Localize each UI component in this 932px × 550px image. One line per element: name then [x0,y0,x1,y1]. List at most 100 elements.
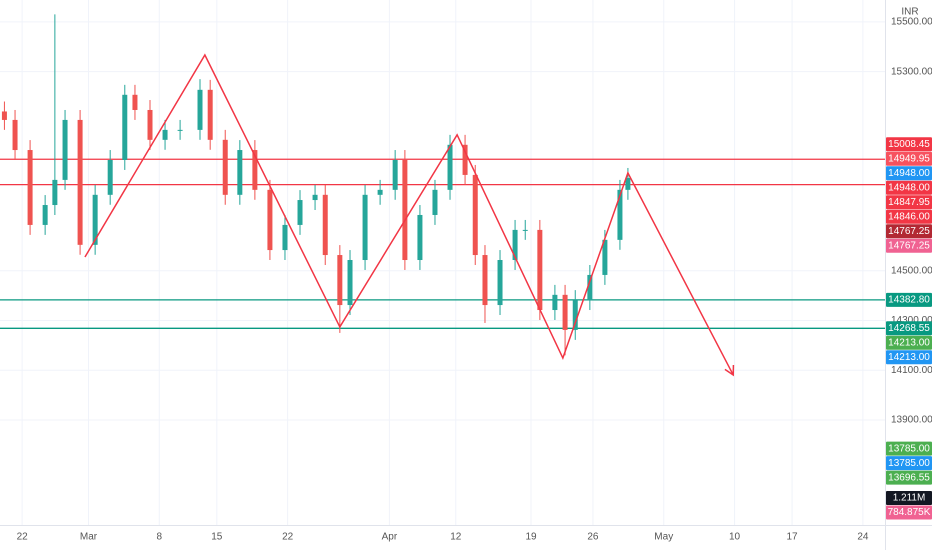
x-tick-label: May [654,532,673,543]
x-tick-label: 19 [525,532,537,543]
price-label: 14847.95 [888,197,930,208]
candle-body [107,159,113,195]
price-label: 13785.00 [888,458,930,469]
candle-body [537,229,543,311]
price-label-box [886,321,932,336]
candle-body [207,89,213,140]
price-label: 14948.00 [888,168,930,179]
candle-body [497,260,503,306]
candle-body [237,150,243,195]
price-label-box [886,209,932,224]
y-tick-label: 14300.00 [891,315,932,326]
candle-body [52,179,58,206]
price-label-box [886,166,932,181]
x-tick-label: 22 [282,532,294,543]
volume-label: 784.875K [888,507,931,518]
price-label-box [886,238,932,253]
candle-body [347,260,353,306]
candle-body [625,177,631,190]
price-label-box [886,292,932,307]
price-label: 14948.00 [888,182,930,193]
candle-body [337,255,343,306]
candle-body [522,229,528,231]
price-label: 13696.55 [888,472,930,483]
price-label: 14767.25 [888,226,930,237]
price-label-box [886,137,932,152]
candle-body [12,119,18,151]
currency-label: INR [901,7,918,18]
candle-body [602,239,608,275]
candle-body [27,150,33,225]
candle-body [402,159,408,261]
price-label-box [886,195,932,210]
candle-body [617,189,623,240]
candle-body [447,144,453,190]
arrow-head [724,364,735,377]
candle-body [432,189,438,215]
x-tick-label: 15 [211,532,223,543]
candle-body [77,119,83,245]
candle-body [587,274,593,301]
candle-body [1,111,7,120]
x-tick-label: 17 [787,532,799,543]
candle-body [222,139,228,195]
price-label-box [886,470,932,485]
x-tick-label: 26 [587,532,599,543]
x-tick-label: Apr [382,532,398,543]
y-tick-label: 15500.00 [891,17,932,28]
candle-body [162,129,168,140]
candle-body [572,300,578,330]
candle-body [312,194,318,201]
x-tick-label: 10 [729,532,741,543]
candle-body [512,229,518,261]
x-tick-label: 12 [450,532,462,543]
candle-body [392,159,398,190]
candle-body [132,94,138,110]
candle-body [197,89,203,130]
candle-body [377,189,383,195]
volume-label-box [886,491,932,505]
y-tick-label: 13900.00 [891,415,932,426]
price-label-box [886,335,932,350]
price-label-box [886,151,932,166]
candle-body [62,119,68,180]
candle-body [147,109,153,140]
y-tick-label: 14100.00 [891,365,932,376]
candle-body [322,194,328,256]
x-tick-label: 24 [857,532,869,543]
x-tick-label: 22 [17,532,29,543]
candle-body [297,200,303,225]
candle-body [92,194,98,245]
x-tick-label: 8 [157,532,163,543]
price-label-box [886,350,932,365]
price-label: 14767.25 [888,240,930,251]
price-label: 14213.00 [888,352,930,363]
candle-body [472,174,478,256]
candle-body [482,255,488,306]
price-label: 14213.00 [888,337,930,348]
candle-body [177,129,183,131]
candle-body [552,294,558,311]
candle-body [252,150,258,190]
volume-label-box [886,505,932,520]
y-tick-label: 14500.00 [891,265,932,276]
price-label-box [886,456,932,471]
candle-body [42,205,48,225]
candle-body [282,224,288,251]
candle-body [122,94,128,160]
candle-body [267,189,273,251]
price-label: 13785.00 [888,443,930,454]
price-label: 14949.95 [888,153,930,164]
price-label: 14268.55 [888,323,930,334]
y-tick-label: 15300.00 [891,66,932,77]
volume-label: 1.211M [893,493,926,504]
price-label: 14382.80 [888,295,930,306]
price-label-box [886,224,932,239]
candle-body [362,194,368,261]
price-label-box [886,180,932,195]
price-label: 15008.45 [888,139,930,150]
zigzag-drawing [84,53,734,376]
price-label: 14846.00 [888,211,930,222]
